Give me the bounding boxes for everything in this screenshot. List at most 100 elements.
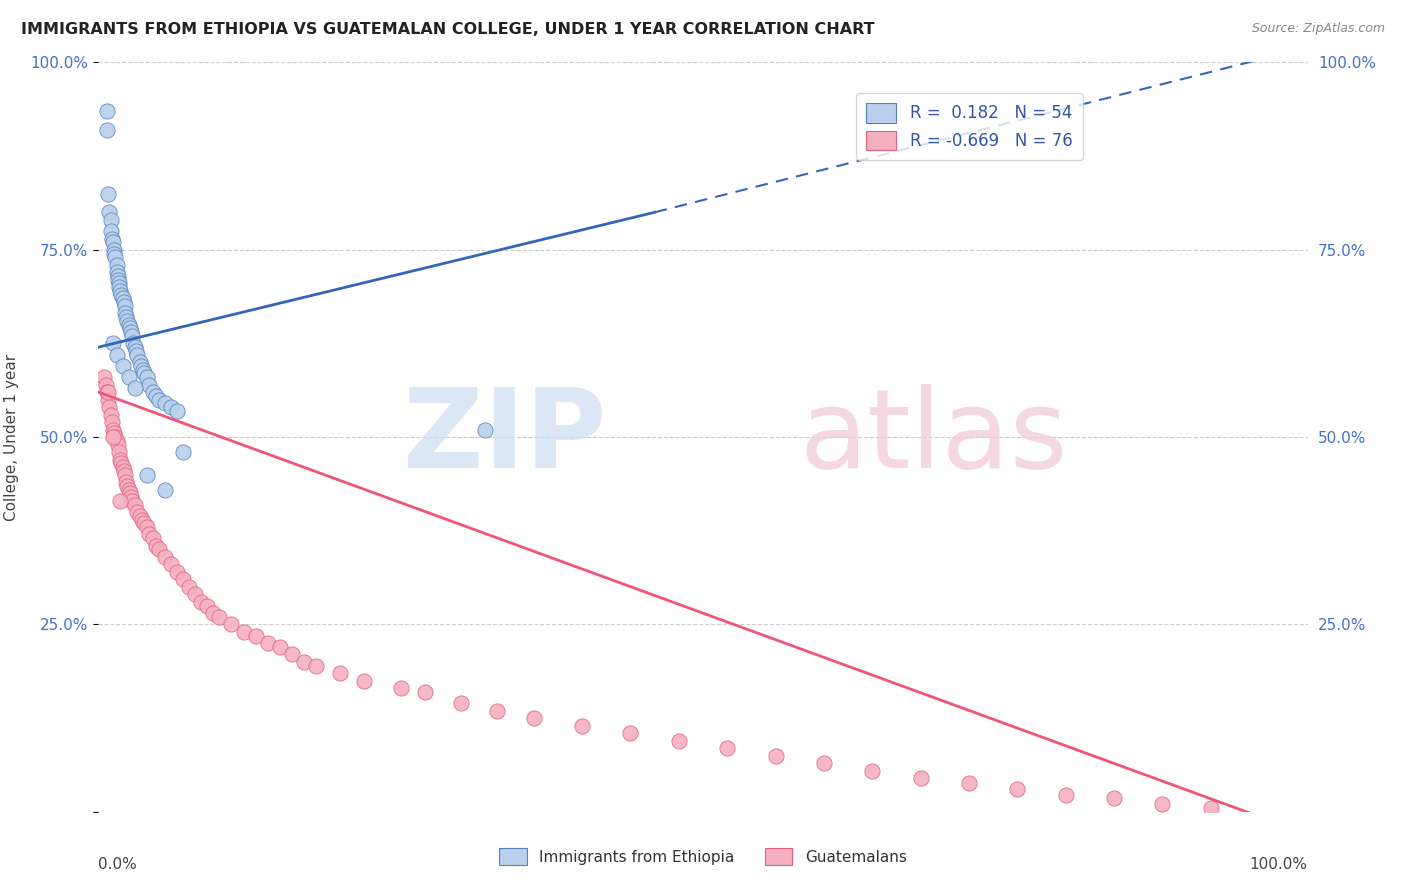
Point bbox=[128, 355, 150, 369]
Point bbox=[97, 385, 120, 400]
Point bbox=[153, 483, 176, 497]
Point bbox=[124, 381, 146, 395]
Point bbox=[97, 392, 120, 407]
Point bbox=[121, 329, 143, 343]
Point bbox=[232, 624, 254, 639]
Point bbox=[127, 505, 149, 519]
Legend: Immigrants from Ethiopia, Guatemalans: Immigrants from Ethiopia, Guatemalans bbox=[494, 842, 912, 871]
Point bbox=[128, 508, 150, 523]
Point bbox=[172, 445, 194, 459]
Point bbox=[413, 685, 436, 699]
Point bbox=[125, 343, 148, 358]
Point bbox=[668, 733, 690, 747]
Point bbox=[245, 629, 267, 643]
Point bbox=[190, 595, 212, 609]
Point bbox=[103, 426, 125, 441]
Text: Source: ZipAtlas.com: Source: ZipAtlas.com bbox=[1251, 22, 1385, 36]
Point bbox=[135, 520, 157, 534]
Point bbox=[105, 434, 128, 448]
Point bbox=[96, 123, 118, 137]
Point bbox=[98, 205, 121, 219]
Point bbox=[1199, 801, 1222, 815]
Point bbox=[118, 321, 141, 335]
Point bbox=[153, 396, 176, 410]
Point bbox=[148, 392, 170, 407]
Point bbox=[134, 516, 156, 531]
Point bbox=[117, 314, 139, 328]
Point bbox=[1152, 797, 1174, 812]
Point bbox=[256, 636, 278, 650]
Point bbox=[112, 295, 135, 310]
Point bbox=[135, 467, 157, 482]
Point bbox=[104, 250, 127, 264]
Point bbox=[305, 658, 328, 673]
Point bbox=[108, 277, 131, 291]
Point bbox=[127, 348, 149, 362]
Point bbox=[111, 460, 134, 475]
Point bbox=[450, 696, 472, 710]
Y-axis label: College, Under 1 year: College, Under 1 year bbox=[4, 353, 18, 521]
Point bbox=[114, 306, 136, 320]
Point bbox=[117, 479, 139, 493]
Point bbox=[108, 452, 131, 467]
Point bbox=[269, 640, 291, 654]
Point bbox=[1007, 782, 1029, 797]
Point bbox=[107, 273, 129, 287]
Point bbox=[120, 325, 142, 339]
Point bbox=[94, 377, 117, 392]
Point bbox=[122, 336, 145, 351]
Point bbox=[145, 389, 167, 403]
Point bbox=[166, 404, 188, 418]
Point bbox=[103, 243, 125, 257]
Point bbox=[195, 599, 218, 613]
Text: ZIP: ZIP bbox=[404, 384, 606, 491]
Point bbox=[148, 542, 170, 557]
Point bbox=[208, 610, 231, 624]
Point bbox=[132, 362, 155, 376]
Point bbox=[108, 280, 131, 294]
Point bbox=[142, 385, 165, 400]
Point bbox=[105, 348, 128, 362]
Point bbox=[138, 527, 160, 541]
Point bbox=[138, 377, 160, 392]
Point bbox=[110, 456, 132, 470]
Point bbox=[221, 617, 243, 632]
Point bbox=[131, 512, 153, 526]
Point bbox=[100, 212, 122, 227]
Point bbox=[474, 423, 496, 437]
Point bbox=[329, 666, 352, 681]
Point bbox=[619, 726, 641, 740]
Point bbox=[813, 756, 835, 770]
Point bbox=[104, 430, 127, 444]
Point bbox=[98, 400, 121, 414]
Point bbox=[179, 580, 201, 594]
Point bbox=[100, 415, 122, 429]
Point bbox=[135, 370, 157, 384]
Point bbox=[115, 310, 138, 325]
Point bbox=[118, 318, 141, 332]
Point bbox=[115, 475, 138, 489]
Point bbox=[114, 299, 136, 313]
Point bbox=[121, 493, 143, 508]
Point bbox=[105, 265, 128, 279]
Point bbox=[957, 776, 980, 790]
Point bbox=[172, 573, 194, 587]
Point bbox=[1054, 789, 1077, 803]
Point bbox=[101, 235, 124, 250]
Point bbox=[716, 741, 738, 756]
Point bbox=[107, 268, 129, 283]
Point bbox=[292, 655, 315, 669]
Point bbox=[160, 400, 183, 414]
Point bbox=[571, 718, 593, 732]
Point bbox=[281, 648, 304, 662]
Point bbox=[129, 359, 152, 373]
Point bbox=[910, 771, 932, 785]
Point bbox=[124, 498, 146, 512]
Point bbox=[111, 359, 134, 373]
Point bbox=[160, 558, 183, 572]
Point bbox=[765, 748, 787, 763]
Text: atlas: atlas bbox=[800, 384, 1069, 491]
Point bbox=[166, 565, 188, 579]
Point bbox=[96, 104, 118, 119]
Point bbox=[1102, 791, 1125, 805]
